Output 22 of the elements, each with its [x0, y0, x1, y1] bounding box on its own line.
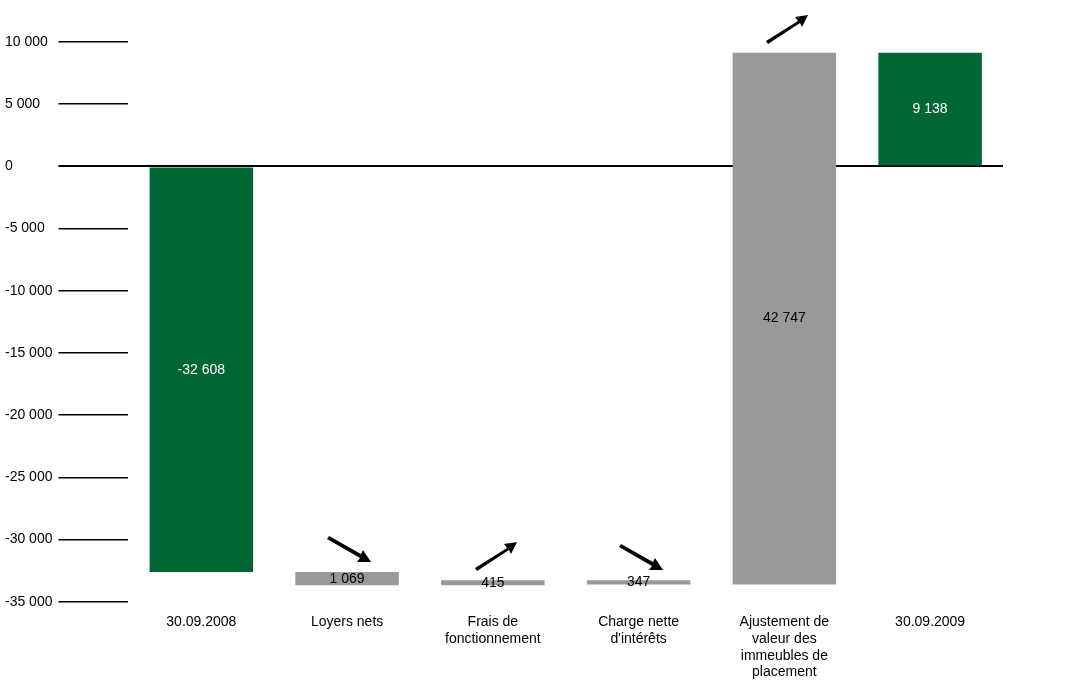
data-label: 9 138 [912, 99, 948, 116]
y-tick-label: -25 000 [5, 468, 53, 485]
x-tick-label: Loyers nets [310, 613, 384, 630]
y-tick-label: 10 000 [5, 32, 49, 49]
y-tick-label: -15 000 [5, 343, 53, 360]
x-tick-label: 30.09.2008 [166, 613, 237, 630]
y-tick-label: -20 000 [5, 406, 53, 423]
y-tick-label: -5 000 [5, 219, 45, 236]
x-tick-label: Charge nette d'intérêts [598, 613, 680, 646]
y-tick-label: -35 000 [5, 592, 53, 609]
data-label: 347 [626, 573, 651, 590]
y-tick-label: 5 000 [5, 95, 41, 112]
data-label: 42 747 [762, 309, 806, 326]
y-tick-label: -10 000 [5, 281, 53, 298]
data-label: -32 608 [177, 360, 226, 377]
x-tick-label: Ajustement de valeur des immeubles de placement [739, 613, 830, 680]
data-label: 1 069 [329, 569, 365, 586]
data-label: 415 [481, 573, 505, 590]
x-tick-label: Frais de fonctionnement [445, 613, 541, 646]
y-tick-label: -30 000 [5, 530, 53, 547]
y-tick-label: 0 [5, 157, 13, 174]
x-tick-label: 30.09.2009 [895, 613, 966, 630]
